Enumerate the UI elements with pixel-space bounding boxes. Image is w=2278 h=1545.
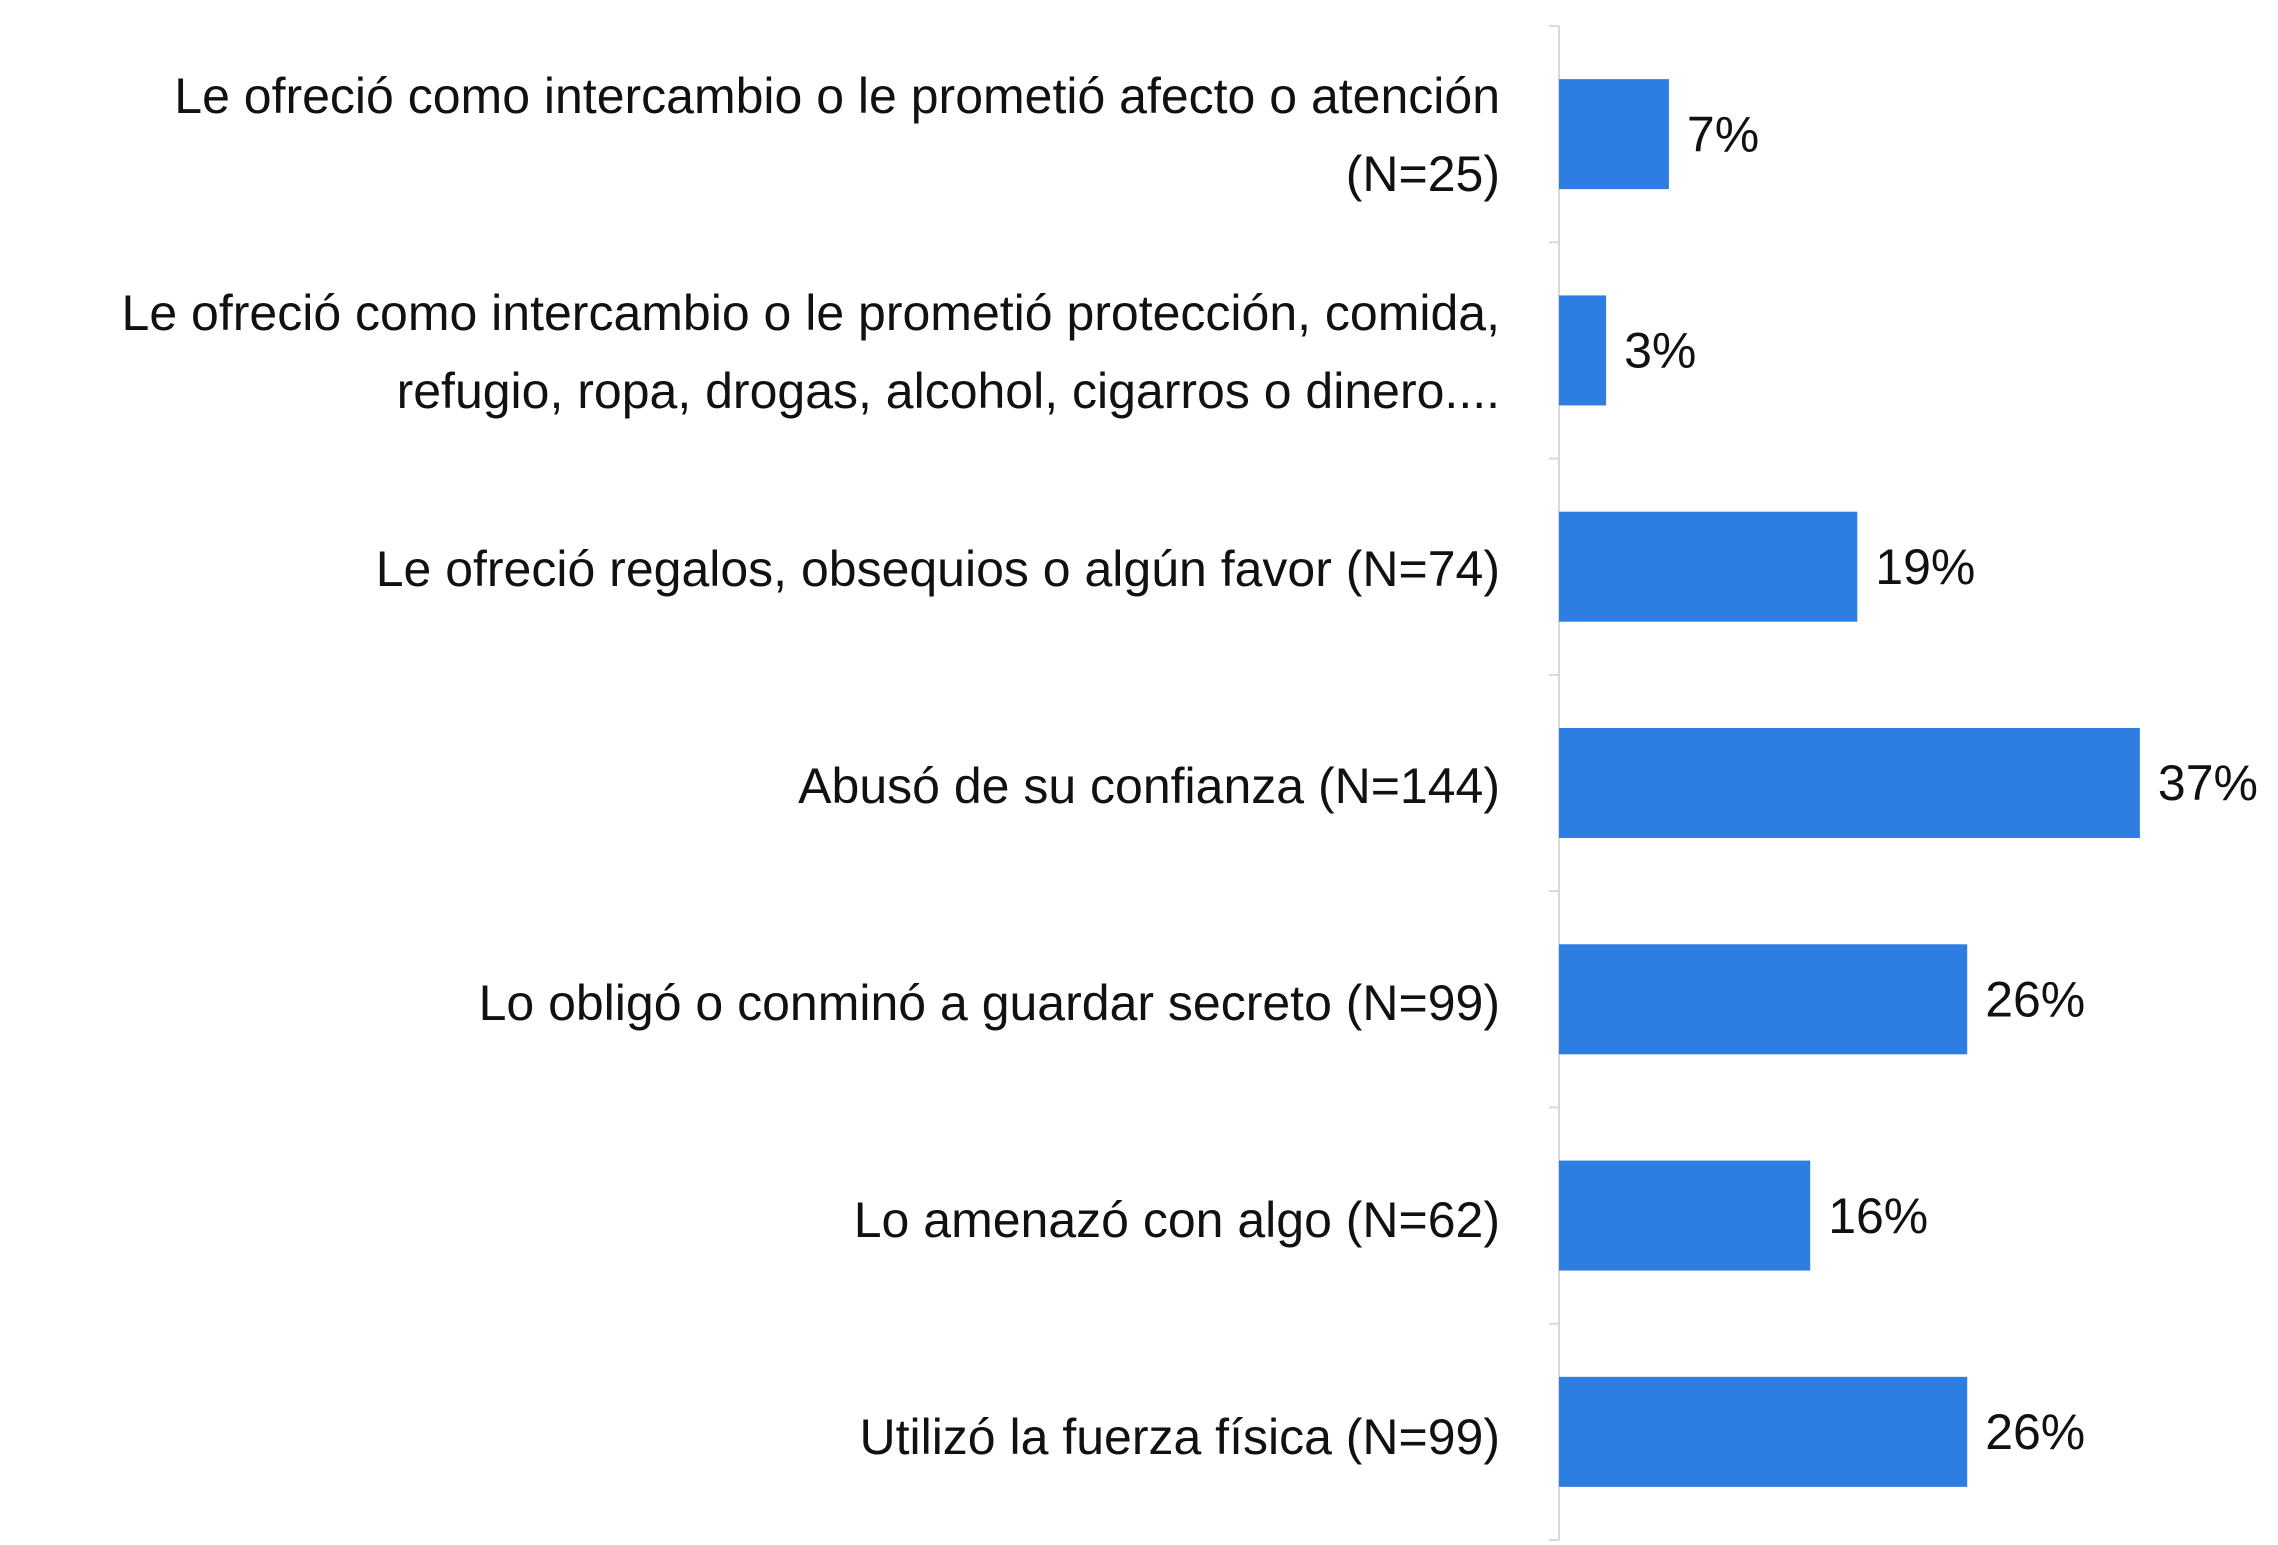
bar [1559,511,1858,622]
category-labels: Le ofreció como intercambio o le prometi… [20,26,1500,1545]
value-label: 3% [1624,323,1696,379]
category-label: Abusó de su confianza (N=144) [798,757,1500,814]
category-label: Lo amenazó con algo (N=62) [853,1191,1500,1248]
bar [1559,1376,1968,1487]
value-label: 19% [1875,539,1975,595]
value-label: 7% [1687,106,1759,162]
bar [1559,728,2140,838]
category-label: Le ofreció regalos, obsequios o algún fa… [375,540,1500,597]
category-label: Le ofreció como intercambio o le prometi… [121,284,1500,419]
category-label: Lo obligó o conminó a guardar secreto (N… [478,974,1500,1031]
bar [1559,295,1607,406]
value-label: 37% [2158,755,2258,811]
category-label: Utilizó la fuerza física (N=99) [859,1408,1500,1465]
value-label: 26% [1985,971,2085,1027]
category-label: Le ofreció como intercambio o le prometi… [174,67,1500,202]
bar [1559,1160,1811,1271]
bar [1559,79,1669,190]
value-label: 26% [1985,1404,2085,1460]
bar [1559,944,1968,1055]
value-label: 16% [1828,1188,1928,1244]
